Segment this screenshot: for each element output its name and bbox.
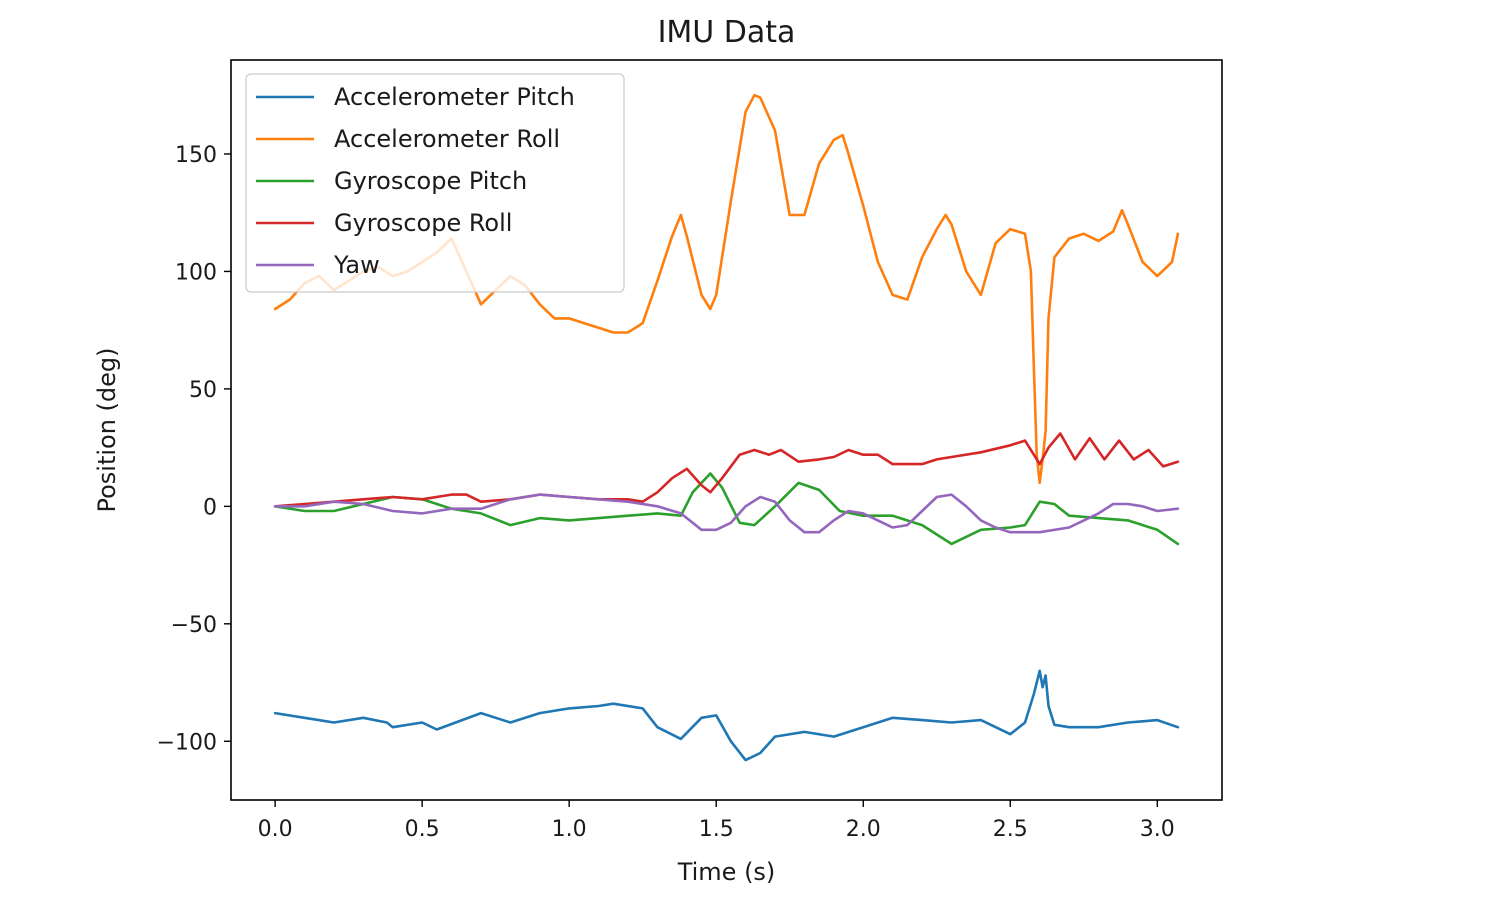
y-tick-label: −50 — [171, 613, 217, 638]
y-axis-label: Position (deg) — [93, 347, 121, 512]
chart-title: IMU Data — [658, 15, 796, 50]
x-tick-label: 2.0 — [846, 817, 881, 842]
x-tick-label: 1.0 — [552, 817, 587, 842]
y-tick-label: 100 — [175, 260, 217, 285]
legend: Accelerometer Pitch Accelerometer Roll Gyr… — [245, 73, 625, 293]
x-tick-label: 0.0 — [258, 817, 293, 842]
plot-frame — [230, 59, 1223, 801]
legend-label: Accelerometer Pitch — [334, 83, 575, 111]
x-tick-label: 3.0 — [1140, 817, 1175, 842]
legend-box — [245, 73, 625, 293]
y-axis: −100 −50 0 50 100 150 — [157, 143, 231, 755]
series-line-accelerometer-pitch — [273, 669, 1180, 762]
y-tick-label: 150 — [175, 143, 217, 168]
legend-label: Gyroscope Pitch — [334, 167, 527, 195]
x-tick-label: 0.5 — [405, 817, 440, 842]
legend-label: Accelerometer Roll — [334, 125, 560, 153]
y-tick-label: −100 — [157, 730, 217, 755]
y-tick-label: 0 — [203, 495, 217, 520]
series-line-yaw — [273, 493, 1180, 534]
x-axis: 0.0 0.5 1.0 1.5 2.0 2.5 3.0 — [258, 800, 1175, 842]
legend-label: Gyroscope Roll — [334, 209, 512, 237]
x-axis-label: Time (s) — [677, 858, 776, 886]
series-line-gyroscope-pitch — [273, 472, 1180, 546]
y-tick-label: 50 — [189, 378, 217, 403]
x-tick-label: 2.5 — [993, 817, 1028, 842]
legend-label: Yaw — [333, 251, 380, 279]
x-tick-label: 1.5 — [699, 817, 734, 842]
series-line-gyroscope-roll — [273, 432, 1180, 508]
